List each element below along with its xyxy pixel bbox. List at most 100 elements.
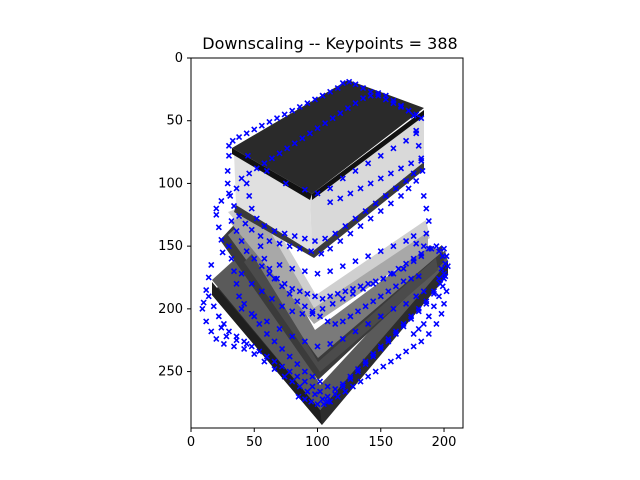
keypoint-marker (301, 368, 308, 375)
keypoint-marker (410, 112, 417, 119)
keypoint-marker (311, 391, 319, 398)
keypoint-marker (344, 105, 351, 112)
keypoint-marker (246, 192, 253, 200)
keypoint-marker (306, 130, 313, 137)
keypoint-marker (334, 393, 341, 400)
keypoint-marker (357, 378, 364, 385)
keypoint-marker (268, 155, 276, 162)
keypoint-marker (248, 310, 255, 317)
keypoint-marker (380, 275, 387, 282)
keypoint-marker (430, 303, 437, 310)
keypoint-marker (410, 255, 417, 262)
keypoint-marker (309, 383, 316, 390)
keypoint-marker (322, 120, 329, 127)
keypoint-marker (286, 368, 293, 375)
keypoint-marker (385, 335, 392, 343)
keypoint-marker (220, 340, 227, 348)
keypoint-marker (337, 110, 344, 117)
keypoint-marker (296, 288, 303, 295)
keypoint-marker (228, 217, 235, 225)
keypoint-marker (418, 338, 425, 345)
keypoint-marker (261, 223, 268, 230)
keypoint-marker (367, 92, 374, 99)
chart-title: Downscaling -- Keypoints = 388 (202, 34, 457, 53)
keypoint-marker (372, 368, 379, 375)
keypoint-marker (308, 248, 315, 255)
keypoint-marker (382, 92, 389, 99)
keypoint-marker (390, 305, 397, 312)
keypoint-marker (418, 157, 425, 164)
keypoint-marker (332, 386, 339, 393)
keypoint-marker (400, 320, 407, 327)
keypoint-marker (266, 265, 273, 272)
keypoint-marker (339, 318, 346, 325)
keypoint-marker (299, 135, 306, 142)
keypoint-marker (225, 142, 233, 149)
keypoint-marker (258, 288, 265, 295)
keypoint-marker (301, 235, 308, 242)
keypoint-marker (241, 338, 248, 345)
keypoint-marker (241, 345, 248, 353)
keypoint-marker (266, 118, 273, 126)
keypoint-marker (352, 258, 359, 265)
keypoint-marker (281, 111, 288, 118)
keypoint-marker (339, 381, 346, 388)
keypoint-marker (405, 185, 412, 192)
keypoint-marker (289, 378, 296, 385)
keypoint-marker (442, 273, 449, 280)
keypoint-marker (403, 300, 410, 307)
keypoint-marker (289, 308, 296, 315)
keypoint-marker (213, 205, 220, 212)
keypoint-marker (359, 95, 367, 102)
keypoint-marker (438, 310, 445, 317)
keypoint-marker (200, 299, 207, 306)
keypoint-marker (365, 280, 372, 287)
keypoint-marker (289, 107, 296, 114)
keypoint-marker (319, 305, 326, 312)
x-tick-label: 0 (187, 435, 195, 450)
keypoint-marker (352, 215, 359, 222)
keypoint-marker (286, 353, 293, 360)
keypoint-marker (268, 295, 276, 302)
keypoint-marker (271, 358, 278, 365)
keypoint-marker (425, 330, 432, 337)
keypoint-marker (291, 140, 298, 147)
keypoint-marker (397, 103, 405, 110)
x-tick-label: 100 (305, 435, 330, 450)
keypoint-marker (419, 167, 426, 174)
keypoint-marker (327, 398, 334, 405)
keypoint-marker (327, 293, 334, 300)
keypoint-marker (243, 248, 250, 255)
keypoint-marker (258, 122, 265, 129)
keypoint-marker (246, 170, 253, 177)
keypoint-marker (423, 205, 430, 212)
keypoint-marker (337, 238, 344, 245)
keypoint-marker (352, 100, 359, 107)
keypoint-marker (322, 235, 329, 242)
keypoint-marker (233, 333, 240, 340)
keypoint-marker (218, 324, 225, 331)
keypoint-marker (258, 263, 265, 270)
keypoint-marker (377, 175, 384, 182)
keypoint-marker (390, 97, 397, 104)
keypoint-marker (261, 358, 268, 365)
keypoint-marker (362, 207, 369, 215)
keypoint-marker (387, 358, 394, 365)
keypoint-marker (439, 283, 446, 290)
keypoint-marker (327, 88, 334, 95)
keypoint-marker (443, 253, 450, 260)
keypoint-marker (301, 338, 308, 345)
keypoint-marker (347, 373, 354, 380)
keypoint-marker (433, 320, 440, 327)
keypoint-marker (281, 230, 288, 237)
keypoint-marker (218, 236, 225, 243)
keypoint-marker (282, 180, 289, 187)
keypoint-marker (248, 226, 255, 233)
keypoint-marker (327, 245, 334, 252)
keypoint-marker (309, 373, 316, 380)
keypoint-marker (377, 207, 384, 215)
keypoint-marker (423, 298, 430, 305)
keypoint-marker (213, 335, 220, 343)
keypoint-marker (425, 217, 432, 225)
